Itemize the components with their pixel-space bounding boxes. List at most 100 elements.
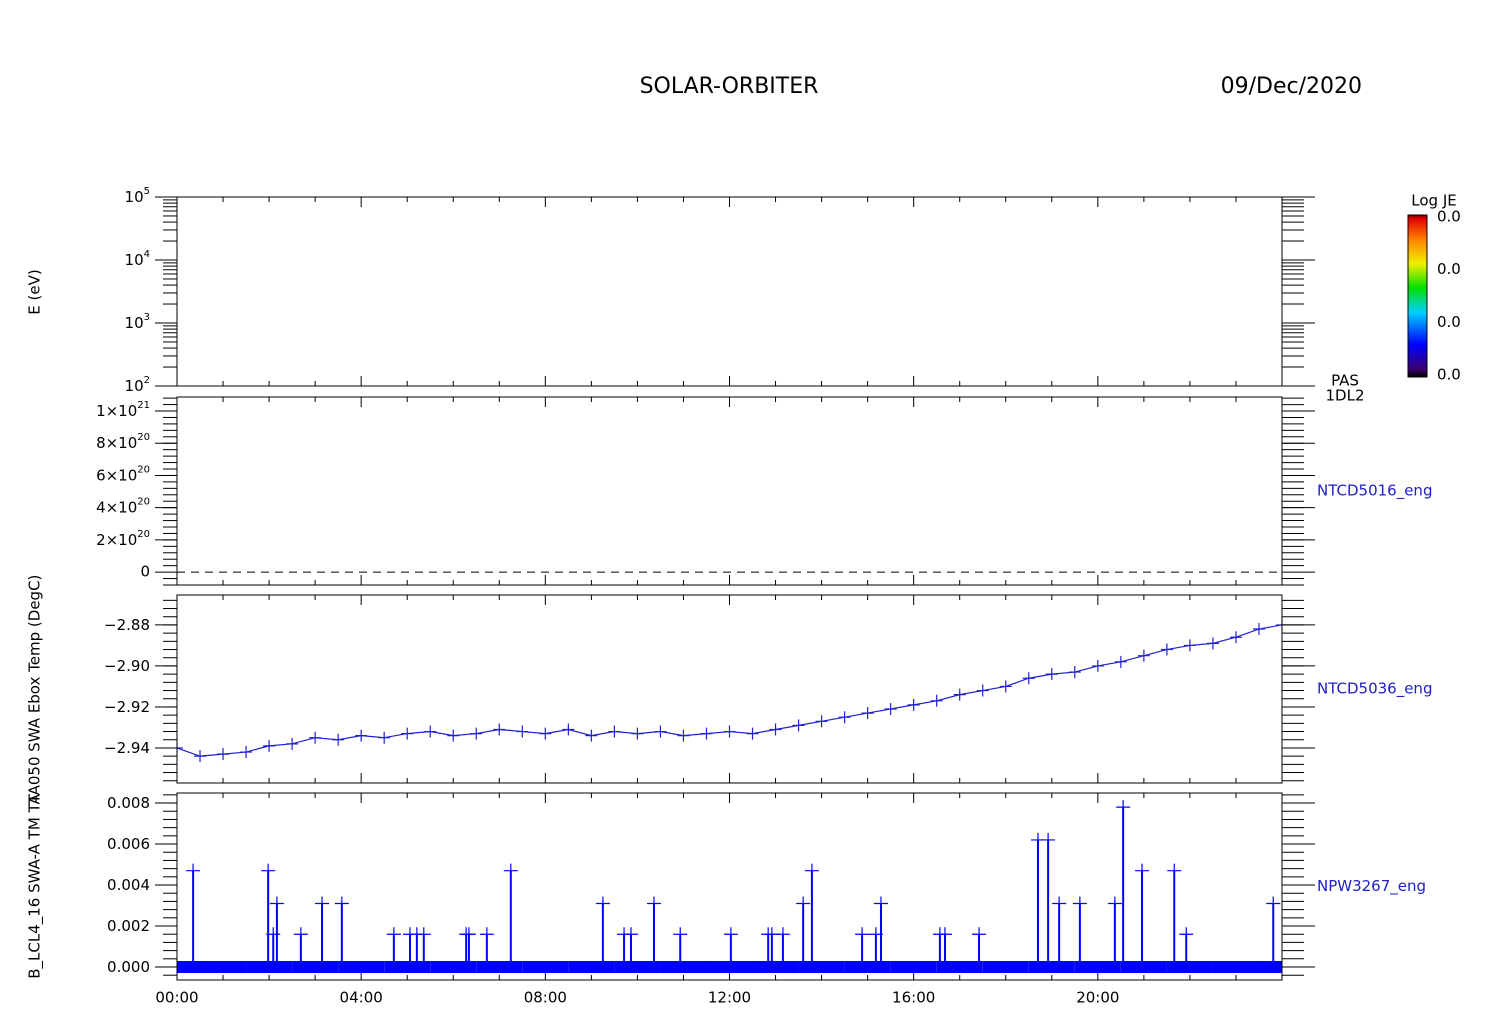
marker bbox=[1116, 800, 1131, 815]
y-tick-label-base: −2.92 bbox=[104, 697, 150, 715]
marker bbox=[479, 927, 494, 942]
marker bbox=[424, 725, 437, 738]
x-tick-label: 12:00 bbox=[708, 989, 751, 1007]
baseline-points bbox=[798, 961, 845, 974]
y-tick-label-base: 4×10 bbox=[96, 498, 137, 516]
marker bbox=[240, 746, 253, 759]
y-tick-label-exponent: 5 bbox=[144, 186, 150, 197]
baseline-points bbox=[568, 961, 615, 974]
colorbar-tick-label: 0.0 bbox=[1437, 260, 1461, 278]
y-tick-label: 104 bbox=[125, 249, 150, 269]
y-axis-label: TA050 SWA Ebox Temp (DegC) bbox=[26, 575, 44, 805]
marker bbox=[937, 927, 952, 942]
y-tick-label-exponent: 20 bbox=[137, 497, 150, 508]
y-tick-label: 6×1020 bbox=[96, 464, 150, 484]
marker bbox=[261, 863, 276, 878]
y-tick-label: −2.92 bbox=[104, 697, 150, 715]
baseline-points bbox=[1212, 961, 1259, 974]
y-tick-label-base: −2.90 bbox=[104, 656, 150, 674]
marker bbox=[1206, 637, 1219, 650]
marker bbox=[177, 741, 183, 754]
baseline-points bbox=[1166, 961, 1213, 974]
panel-frame bbox=[176, 396, 1283, 586]
baseline-points bbox=[384, 961, 431, 974]
marker bbox=[769, 723, 782, 736]
x-tick-label: 16:00 bbox=[892, 989, 935, 1007]
marker bbox=[263, 739, 276, 752]
marker bbox=[186, 863, 201, 878]
marker bbox=[930, 694, 943, 707]
y-tick-label: 0.004 bbox=[107, 876, 150, 894]
marker bbox=[1114, 655, 1127, 668]
marker bbox=[1266, 896, 1281, 911]
marker bbox=[608, 725, 621, 738]
y-tick-label-base: −2.88 bbox=[104, 615, 150, 633]
y-tick-label-base: 2×10 bbox=[96, 530, 137, 548]
marker bbox=[332, 733, 345, 746]
baseline-points bbox=[660, 961, 707, 974]
marker bbox=[999, 680, 1012, 693]
panel bbox=[155, 396, 1315, 586]
baseline-points bbox=[338, 961, 385, 974]
panel bbox=[155, 792, 1315, 981]
baseline-points bbox=[200, 961, 247, 974]
panel-frame bbox=[176, 196, 1283, 387]
x-tick-label: 00:00 bbox=[155, 989, 198, 1007]
marker bbox=[855, 927, 870, 942]
marker bbox=[293, 927, 308, 942]
marker bbox=[355, 729, 368, 742]
y-tick-label-base: 10 bbox=[125, 377, 144, 395]
y-tick-label-exponent: 20 bbox=[137, 529, 150, 540]
y-tick-label-base: 10 bbox=[125, 314, 144, 332]
marker bbox=[1137, 649, 1150, 662]
baseline-points bbox=[706, 961, 753, 974]
y-tick-label-exponent: 2 bbox=[144, 375, 150, 386]
colorbar bbox=[1407, 214, 1428, 378]
marker bbox=[1107, 896, 1122, 911]
baseline-points bbox=[614, 961, 661, 974]
y-tick-label-base: 1×10 bbox=[96, 402, 137, 420]
y-tick-label-base: 0.008 bbox=[107, 794, 150, 812]
marker bbox=[654, 725, 667, 738]
marker bbox=[804, 863, 819, 878]
marker bbox=[447, 729, 460, 742]
y-tick-label-base: 10 bbox=[125, 251, 144, 269]
marker bbox=[562, 723, 575, 736]
x-tick-label: 04:00 bbox=[340, 989, 383, 1007]
marker bbox=[972, 927, 987, 942]
y-axis-label: E (eV) bbox=[26, 269, 44, 314]
baseline-points bbox=[1258, 961, 1282, 974]
marker bbox=[677, 729, 690, 742]
y-tick-label: 8×1020 bbox=[96, 432, 150, 452]
baseline-points bbox=[890, 961, 937, 974]
marker bbox=[493, 723, 506, 736]
baseline-points bbox=[844, 961, 891, 974]
y-tick-label: 0 bbox=[140, 563, 150, 581]
y-tick-label-base: −2.94 bbox=[104, 738, 150, 756]
marker bbox=[334, 896, 349, 911]
marker bbox=[1179, 927, 1194, 942]
y-tick-label-base: 0.002 bbox=[107, 917, 150, 935]
data bbox=[177, 800, 1282, 974]
baseline-points bbox=[1120, 961, 1167, 974]
y-tick-label: 4×1020 bbox=[96, 497, 150, 517]
marker bbox=[194, 750, 207, 763]
marker bbox=[673, 927, 688, 942]
colorbar-tick-label: 0.0 bbox=[1437, 313, 1461, 331]
marker bbox=[595, 896, 610, 911]
marker bbox=[1041, 832, 1056, 847]
baseline-points bbox=[1028, 961, 1075, 974]
baseline-points bbox=[177, 961, 201, 974]
y-tick-label: 103 bbox=[125, 312, 150, 332]
marker bbox=[516, 725, 529, 738]
marker bbox=[378, 731, 391, 744]
y-tick-label-exponent: 21 bbox=[137, 400, 150, 411]
y-tick-label-exponent: 4 bbox=[144, 249, 150, 260]
title: SOLAR-ORBITER bbox=[640, 74, 819, 99]
y-tick-label-base: 0.000 bbox=[107, 958, 150, 976]
marker bbox=[1229, 631, 1242, 644]
y-tick-label: 102 bbox=[125, 375, 150, 395]
baseline-points bbox=[1074, 961, 1121, 974]
marker bbox=[503, 863, 518, 878]
